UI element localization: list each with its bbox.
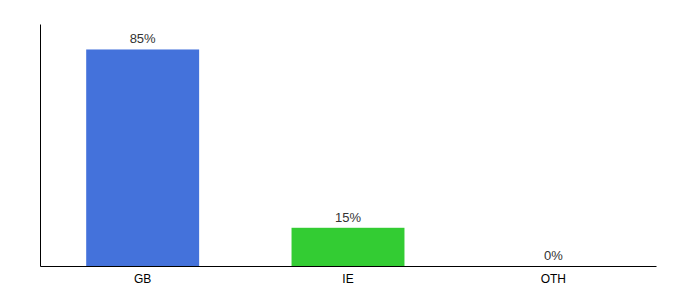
y-axis: [40, 25, 41, 267]
y-axis-line: [40, 25, 41, 267]
x-tick: GB: [134, 266, 151, 286]
data-labels: 85% 15% 0%: [130, 31, 564, 263]
x-tick-label: IE: [342, 272, 353, 286]
bar: [86, 49, 199, 266]
bars: [86, 49, 404, 266]
plot-area: GB IE OTH 85% 15% 0%: [41, 25, 657, 286]
x-tick: OTH: [541, 266, 566, 286]
data-label: 0%: [544, 248, 563, 263]
bar: [292, 228, 405, 266]
x-axis-line: [41, 266, 657, 267]
chart-container: GB IE OTH 85% 15% 0%: [0, 0, 680, 300]
x-tick-label: GB: [134, 272, 151, 286]
x-tick-label: OTH: [541, 272, 566, 286]
x-axis: GB IE OTH: [41, 266, 657, 286]
x-tick: IE: [342, 266, 353, 286]
chart-svg: GB IE OTH 85% 15% 0%: [0, 0, 680, 300]
data-label: 85%: [130, 31, 156, 46]
bar: [497, 266, 610, 267]
data-label: 15%: [335, 210, 361, 225]
